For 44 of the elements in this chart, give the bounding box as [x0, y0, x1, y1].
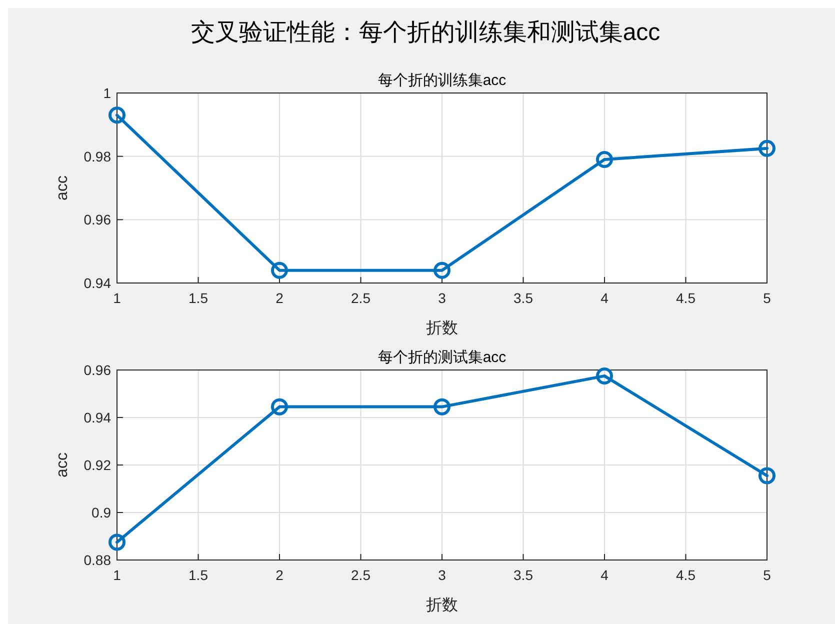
- x-tick-label: 3: [438, 567, 446, 583]
- x-tick-label: 4: [600, 290, 609, 306]
- y-tick-label: 1: [103, 85, 112, 101]
- x-tick-label: 2: [276, 567, 284, 583]
- point: [596, 151, 613, 168]
- x-tick-label: 3.5: [514, 290, 534, 306]
- point: [434, 398, 450, 416]
- y-tick-label: 0.92: [84, 457, 112, 473]
- y-axis-title: acc: [54, 452, 71, 478]
- x-tick-label: 4.5: [676, 567, 696, 583]
- point: [271, 398, 288, 416]
- point: [596, 367, 613, 384]
- point: [434, 262, 450, 279]
- y-tick-label: 0.96: [84, 362, 112, 378]
- x-tick-label: 2: [276, 290, 284, 306]
- x-axis-title: 折数: [426, 597, 458, 614]
- x-tick-label: 2.5: [351, 567, 371, 583]
- point: [108, 534, 126, 551]
- x-tick-label: 2.5: [351, 290, 371, 306]
- point: [271, 262, 288, 279]
- y-tick-label: 0.94: [84, 410, 112, 426]
- x-tick-label: 3.5: [514, 567, 534, 583]
- y-tick-label: 0.96: [84, 212, 112, 228]
- y-tick-label: 0.98: [84, 148, 112, 164]
- x-tick-label: 3: [438, 290, 446, 306]
- x-tick-label: 1: [113, 567, 122, 583]
- chart-title: 每个折的测试集acc: [378, 349, 507, 366]
- x-axis-title: 折数: [426, 320, 458, 337]
- x-tick-label: 5: [763, 290, 772, 306]
- x-tick-label: 1: [113, 290, 122, 306]
- point: [758, 467, 776, 484]
- x-tick-label: 5: [763, 567, 772, 583]
- x-tick-label: 4.5: [676, 290, 696, 306]
- y-axis-title: acc: [54, 176, 71, 200]
- y-tick-label: 0.94: [84, 275, 112, 291]
- y-tick-label: 0.9: [92, 504, 112, 520]
- x-tick-label: 4: [600, 567, 609, 583]
- x-tick-label: 1.5: [188, 290, 208, 306]
- text: 交叉验证性能：每个折的训练集和测试集acc: [190, 19, 660, 46]
- chart-title: 每个折的训练集acc: [378, 72, 507, 89]
- x-tick-label: 1.5: [188, 567, 208, 583]
- point: [108, 106, 126, 124]
- point: [758, 140, 776, 157]
- y-tick-label: 0.88: [84, 552, 112, 568]
